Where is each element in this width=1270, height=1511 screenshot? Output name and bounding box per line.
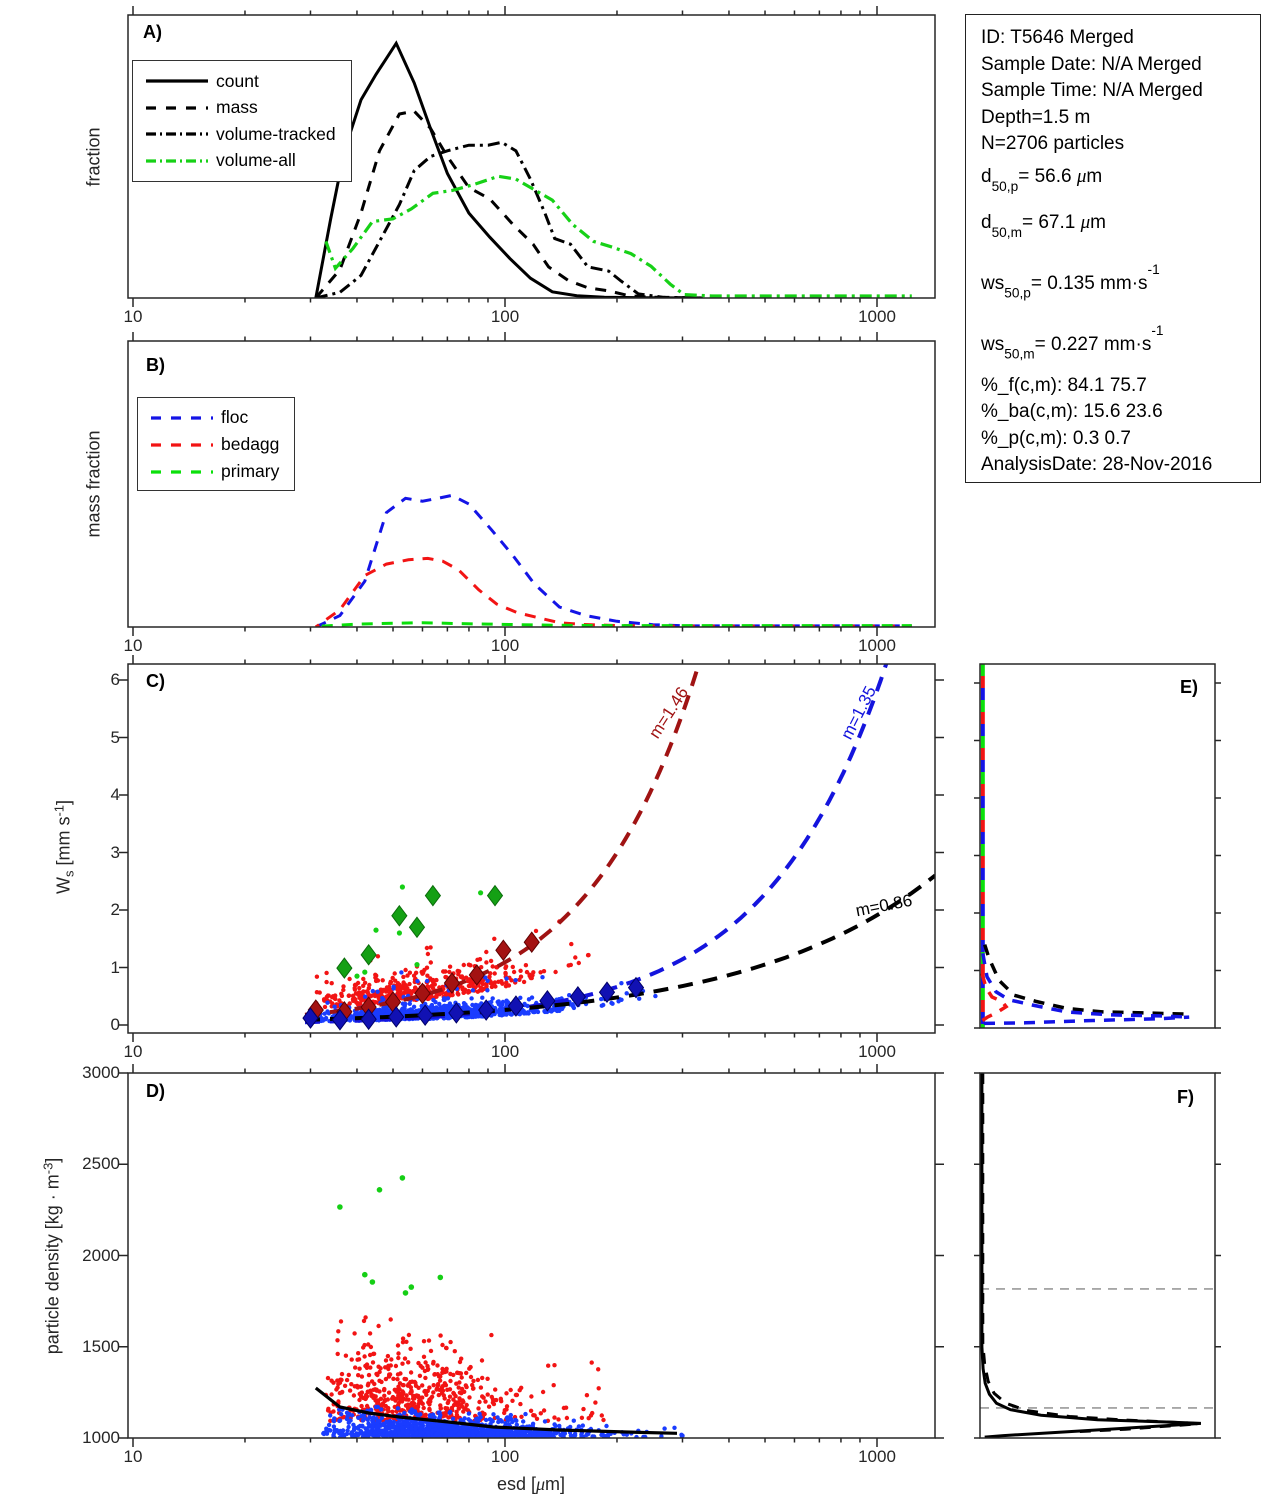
legend-item-label: bedagg [221, 434, 280, 454]
sample-info-box: ID: T5646 Merged Sample Date: N/A Merged S… [965, 14, 1261, 483]
legend-line-sample [151, 415, 213, 420]
panel-b-box [127, 332, 936, 636]
panel-e-box [974, 663, 1221, 1029]
info-line: Depth=1.5 m [981, 106, 1091, 128]
legend-item-mass: mass [133, 95, 351, 122]
y-axis-label-fraction: fraction [83, 127, 104, 187]
legend-item-volume-all: volume-all [133, 148, 351, 175]
info-line: ws50,p= 0.135 mm·s-1 [981, 262, 1160, 301]
x-tick-label-b: 100 [490, 636, 520, 655]
legend-item-volume-tracked: volume-tracked [133, 121, 351, 148]
legend-panel-b: floc bedagg primary [137, 397, 295, 491]
panel-c-y-tick-label: 2 [110, 900, 120, 919]
panel-c-y-tick-label: 5 [110, 727, 120, 747]
panel-e-label: E) [1180, 677, 1198, 697]
legend-line-sample [146, 106, 208, 110]
panel-c-label: C) [146, 671, 165, 691]
legend-line-sample [151, 469, 213, 474]
info-line: N=2706 particles [981, 133, 1125, 154]
fit-label-m146: m=1.46 [645, 683, 693, 742]
x-tick-label-b: 10 [123, 636, 143, 655]
panel-a-box [127, 6, 936, 307]
panel-d-box [119, 1064, 944, 1447]
panel-b-label: B) [146, 355, 165, 375]
x-tick-label-a: 1000 [858, 307, 896, 326]
panel-f-box [974, 1072, 1221, 1439]
panel-c-y-tick-label: 4 [110, 785, 120, 804]
panel-c-y-tick-label: 6 [110, 670, 120, 689]
legend-item-label: volume-tracked [216, 123, 336, 144]
x-tick-label-c: 1000 [858, 1042, 896, 1061]
info-line: ID: T5646 Merged [981, 27, 1134, 48]
info-line: %_ba(c,m): 15.6 23.6 [981, 401, 1163, 423]
info-line: d50,p= 56.6 μm [981, 165, 1103, 194]
legend-line-sample [146, 132, 208, 136]
info-line: AnalysisDate: 28-Nov-2016 [981, 454, 1213, 476]
legend-item-label: volume-all [216, 150, 296, 171]
legend-item-label: primary [221, 461, 280, 481]
info-line: d50,m= 67.1 μm [981, 212, 1106, 241]
panel-c-floc-diamonds [302, 976, 645, 1031]
fit-label-m135: m=1.35 [837, 682, 881, 743]
panel-f-label: F) [1177, 1087, 1194, 1107]
legend-item-label: mass [216, 97, 258, 118]
panel-d-y-tick-label: 2500 [82, 1154, 120, 1174]
info-line: %_p(c,m): 0.3 0.7 [981, 427, 1131, 449]
panel-c-content [302, 664, 935, 1031]
panel-d-y-tick-label: 3000 [82, 1063, 120, 1082]
panel-d-content [314, 1175, 685, 1438]
panel-f-curves [980, 1073, 1215, 1438]
panel-a-curves [314, 40, 912, 298]
info-line: ws50,m= 0.227 mm·s-1 [981, 322, 1164, 362]
panel-c-y-tick-label: 1 [110, 957, 120, 977]
panel-d-label: D) [146, 1081, 165, 1101]
panel-c-y-tick-label: 3 [110, 842, 120, 862]
panel-e-curves [980, 664, 1192, 1028]
x-tick-label-c: 10 [123, 1042, 143, 1061]
info-line: %_f(c,m): 84.1 75.7 [981, 374, 1147, 396]
panel-a-label: A) [143, 22, 162, 42]
fit-label-m086: m=0.86 [854, 890, 914, 921]
legend-item-bedagg: bedagg [138, 431, 294, 458]
panel-d-y-tick-label: 2000 [82, 1245, 120, 1265]
x-tick-label-c: 100 [490, 1042, 520, 1061]
x-tick-label-b: 1000 [858, 636, 896, 655]
legend-item-label: count [216, 70, 259, 91]
panel-c-primary-diamonds [336, 884, 504, 979]
panel-c-y-tick-label: 0 [110, 1015, 120, 1034]
panel-c-box [119, 655, 944, 1042]
legend-panel-a: count mass volume-tracked volume-all [132, 60, 352, 182]
x-tick-label-d: 100 [490, 1447, 520, 1466]
panel-b-curves [314, 493, 912, 627]
x-axis-label-esd: esd [μm] [496, 1474, 566, 1494]
x-tick-label-a: 100 [490, 307, 520, 326]
legend-item-label: floc [221, 407, 249, 427]
legend-line-sample [146, 159, 208, 163]
y-axis-label-mass-fraction: mass fraction [83, 430, 104, 538]
info-line: Sample Time: N/A Merged [981, 80, 1203, 101]
legend-line-sample [146, 79, 208, 83]
panel-d-y-tick-label: 1500 [82, 1336, 120, 1356]
legend-item-primary: primary [138, 458, 294, 485]
legend-item-floc: floc [138, 404, 294, 431]
legend-item-count: count [133, 68, 351, 95]
x-tick-label-d: 10 [123, 1447, 143, 1466]
info-line: Sample Date: N/A Merged [981, 53, 1202, 75]
legend-line-sample [151, 442, 213, 447]
panel-d-y-tick-label: 1000 [82, 1428, 120, 1447]
x-tick-label-a: 10 [123, 307, 143, 326]
x-tick-label-d: 1000 [858, 1447, 896, 1466]
